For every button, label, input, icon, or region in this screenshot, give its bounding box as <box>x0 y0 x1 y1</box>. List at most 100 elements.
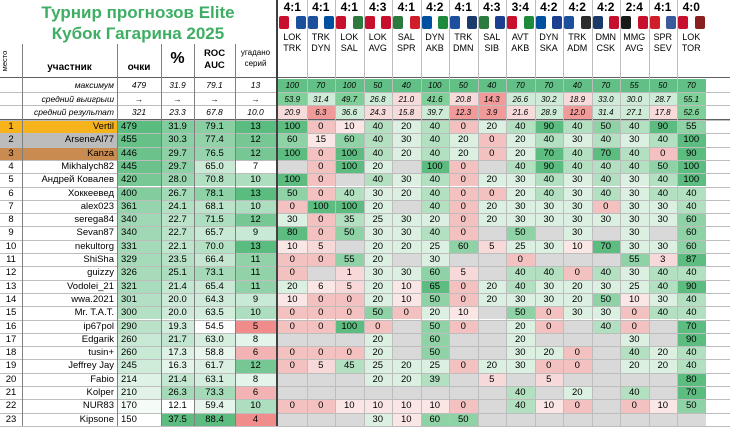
series-cell: 8 <box>235 372 276 386</box>
prediction-cell <box>534 412 563 426</box>
prediction-cell: 0 <box>449 186 478 200</box>
grid-line <box>0 120 730 121</box>
summary-match-value: 70 <box>506 79 535 92</box>
place-cell: 14 <box>5 293 17 305</box>
prediction-cell: 0 <box>278 266 307 280</box>
prediction-cell: 10 <box>392 292 421 307</box>
team-abbr: SKA <box>539 43 558 53</box>
prediction-cell: 20 <box>648 346 677 360</box>
summary-value: 31.9 <box>169 80 186 90</box>
roc-cell: 65.0 <box>194 159 235 174</box>
prediction-cell: 10 <box>335 399 364 413</box>
summary-value: 13 <box>250 80 261 90</box>
prediction-cell: 35 <box>335 213 364 227</box>
team-logo-icon <box>381 16 391 29</box>
prediction-cell <box>591 253 620 267</box>
prediction-cell: 55 <box>335 253 364 267</box>
percent-cell: 23.5 <box>161 253 194 267</box>
prediction-cell: 0 <box>363 319 392 333</box>
prediction-cell: 40 <box>677 359 706 373</box>
prediction-cell: 25 <box>420 359 449 373</box>
prediction-cell: 60 <box>449 239 478 253</box>
prediction-cell <box>648 372 677 386</box>
match-header: 4:3 LOK AVG <box>364 0 393 54</box>
series-cell: 6 <box>235 386 276 400</box>
place-cell: 12 <box>5 267 17 279</box>
prediction-cell: 20 <box>392 359 421 373</box>
prediction-cell: 50 <box>506 226 535 240</box>
points-cell: 260 <box>117 332 161 347</box>
prediction-cell: 25 <box>420 239 449 253</box>
prediction-cell: 60 <box>677 239 706 253</box>
participant-name: Kanza <box>22 146 117 160</box>
summary-match-value: 55 <box>620 79 649 92</box>
grid-line <box>0 266 730 267</box>
prediction-cell: 30 <box>591 213 620 227</box>
series-cell: 12 <box>235 213 276 227</box>
points-cell: 321 <box>117 279 161 293</box>
summary-match-value: 20.9 <box>278 106 307 119</box>
series-cell: 11 <box>235 279 276 293</box>
percent-cell: 30.3 <box>161 133 194 147</box>
prediction-cell: 5 <box>534 372 563 386</box>
team-logos <box>649 14 678 32</box>
participant-name: Kipsone <box>79 413 114 425</box>
summary-match-value: 70 <box>306 79 335 92</box>
prediction-cell: 20 <box>477 120 506 134</box>
prediction-cell <box>648 226 677 240</box>
prediction-cell: 50 <box>420 346 449 360</box>
prediction-cell: 10 <box>563 239 592 253</box>
prediction-cell: 20 <box>477 173 506 187</box>
team-abbr: TRK <box>283 43 302 53</box>
prediction-cell: 10 <box>278 239 307 253</box>
percent-cell: 19.3 <box>161 319 194 333</box>
prediction-cell <box>591 332 620 347</box>
team-abbr: DYN <box>425 32 445 42</box>
prediction-cell: 30 <box>506 292 535 307</box>
place-cell: 6 <box>8 187 14 199</box>
team-logo-icon <box>438 16 448 29</box>
prediction-cell: 40 <box>420 133 449 147</box>
roc-cell: 68.1 <box>194 199 235 214</box>
team-logo-icon <box>637 16 648 29</box>
prediction-cell: 0 <box>449 279 478 293</box>
prediction-cell <box>477 412 506 426</box>
prediction-cell: 0 <box>278 306 307 320</box>
prediction-cell <box>363 386 392 400</box>
series-cell: 10 <box>235 173 276 187</box>
prediction-cell: 5 <box>335 279 364 293</box>
team-abbr: TRK <box>454 32 473 42</box>
summary-match-value: 31.4 <box>591 106 620 119</box>
grid-line <box>161 44 162 426</box>
team-logos <box>364 14 393 32</box>
summary-match-value: 30.0 <box>620 93 649 106</box>
prediction-cell: 40 <box>363 120 392 134</box>
prediction-cell: 5 <box>477 239 506 253</box>
prediction-cell: 0 <box>306 146 335 160</box>
prediction-cell: 30 <box>620 133 649 147</box>
prediction-cell: 20 <box>392 120 421 134</box>
prediction-cell: 20 <box>506 319 535 333</box>
grid-line <box>0 199 730 201</box>
series-score: 4:1 <box>340 0 358 14</box>
grid-line <box>0 226 730 227</box>
prediction-cell: 40 <box>563 159 592 174</box>
grid-line <box>0 105 730 106</box>
prediction-cell <box>420 386 449 400</box>
team-abbr: AKB <box>425 43 444 53</box>
prediction-cell: 40 <box>420 226 449 240</box>
prediction-cell: 20 <box>363 199 392 214</box>
roc-cell: 61.7 <box>194 359 235 373</box>
summary-match-value: 41.6 <box>420 93 449 106</box>
summary-match-value: 18.9 <box>563 93 592 106</box>
prediction-cell: 40 <box>420 146 449 160</box>
team-logo-icon <box>580 16 591 29</box>
team-logo-icon <box>393 16 403 29</box>
prediction-cell: 30 <box>648 292 677 307</box>
prediction-cell: 50 <box>648 159 677 174</box>
prediction-cell <box>335 239 364 253</box>
prediction-cell <box>306 332 335 347</box>
summary-match-value: 70 <box>591 79 620 92</box>
team-abbr: CSK <box>596 43 615 53</box>
roc-cell: 65.4 <box>194 279 235 293</box>
